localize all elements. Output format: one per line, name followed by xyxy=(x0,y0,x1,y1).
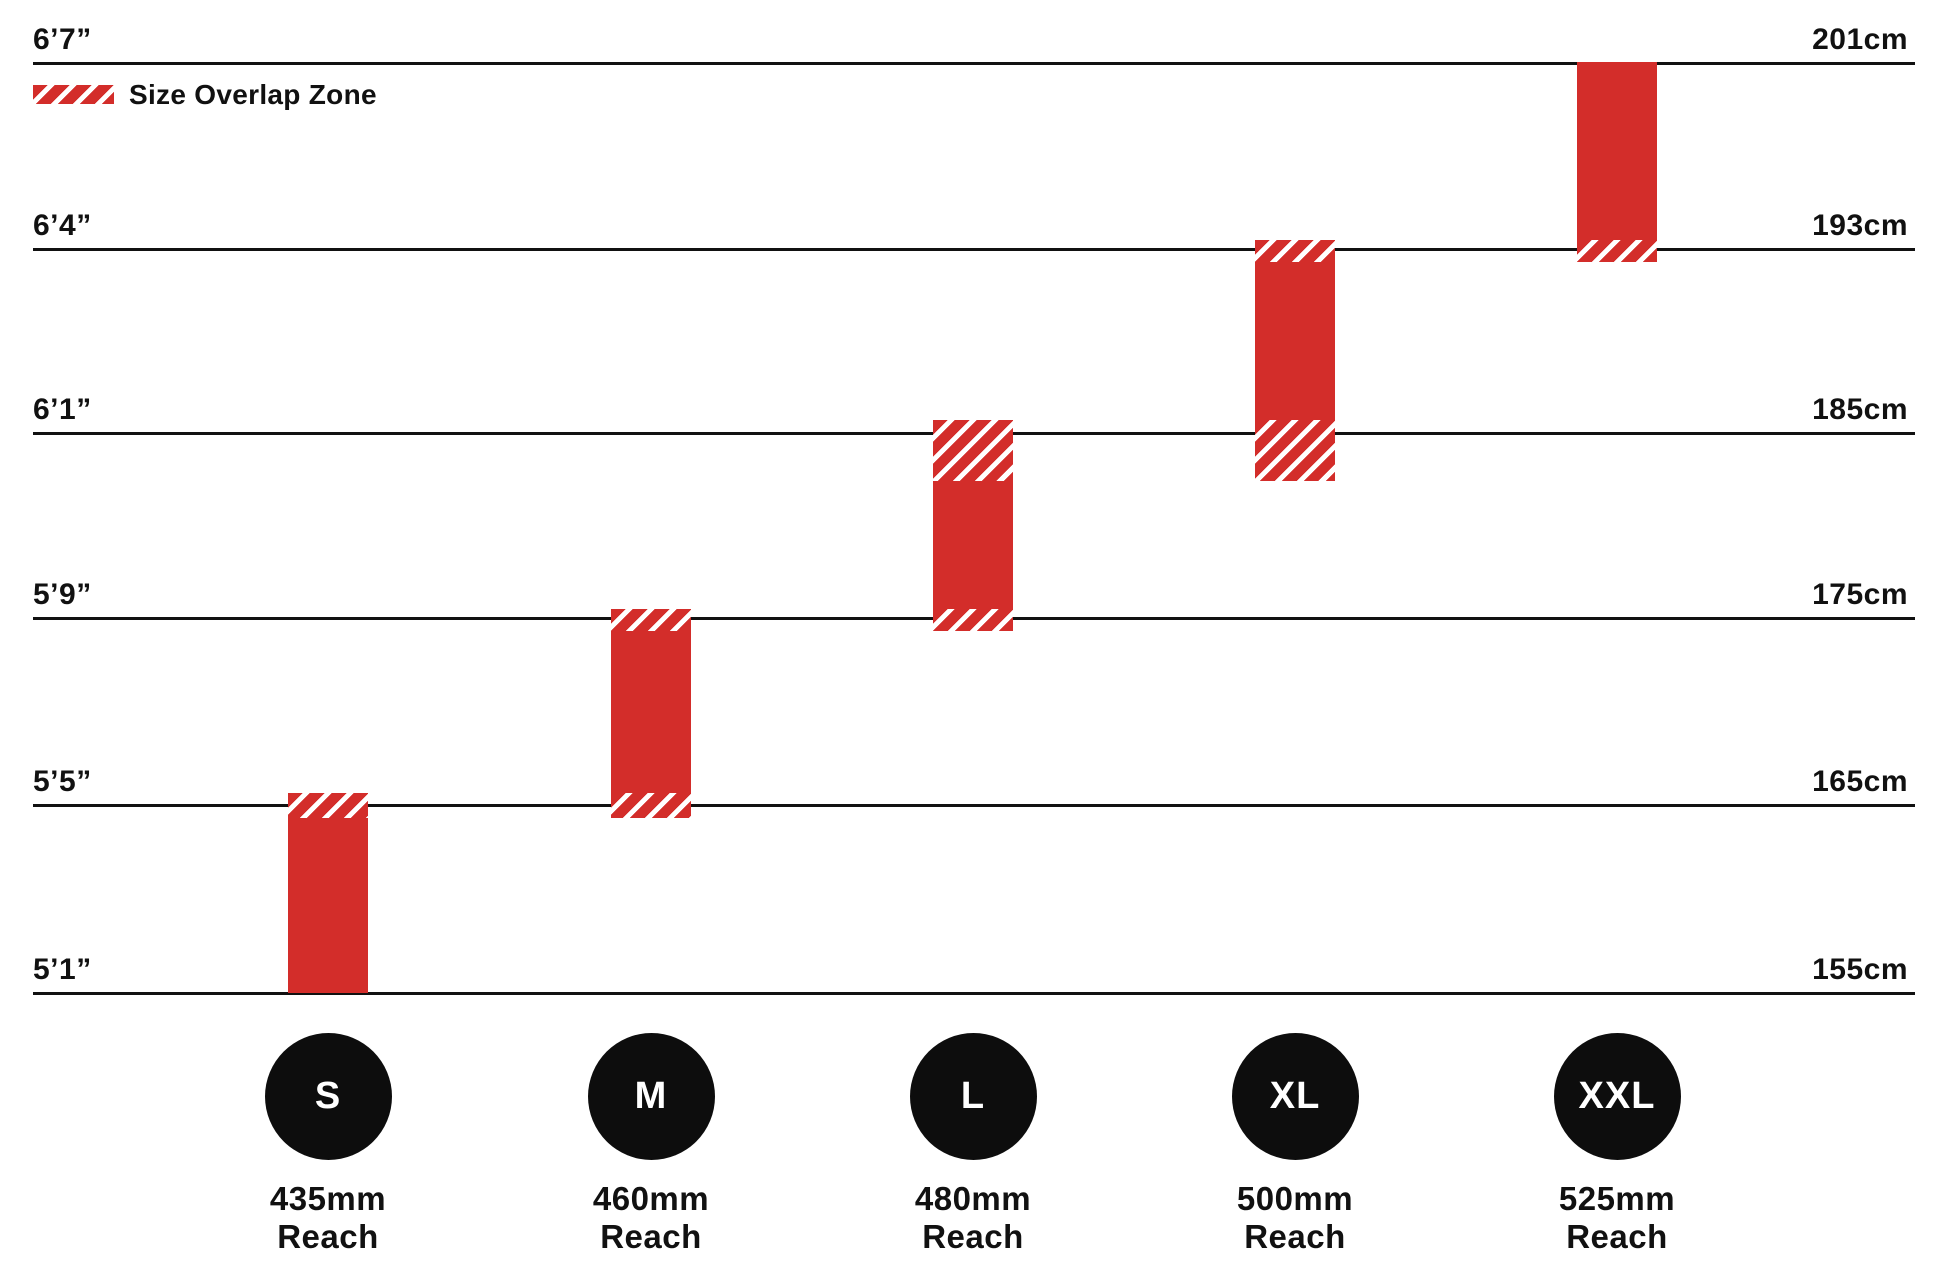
reach-word: Reach xyxy=(1566,1218,1668,1255)
gridline-165cm xyxy=(33,804,1915,807)
height-label-cm-155: 155cm xyxy=(1812,953,1908,986)
gridline-201cm xyxy=(33,62,1915,65)
overlap-zone-XL-bottom xyxy=(1255,420,1335,481)
size-bar-XL-solid xyxy=(1255,262,1335,420)
size-badge-label: S xyxy=(314,1074,342,1117)
height-label-ftin-201: 6’7” xyxy=(33,23,92,56)
reach-label-XXL: 525mm Reach xyxy=(1467,1180,1767,1256)
height-label-cm-185: 185cm xyxy=(1812,393,1908,426)
size-badge-M: M xyxy=(587,1032,715,1160)
size-badge-S: S xyxy=(264,1032,392,1160)
gridline-155cm xyxy=(33,992,1915,995)
reach-word: Reach xyxy=(922,1218,1024,1255)
size-bar-M xyxy=(611,609,691,818)
size-bar-L-solid xyxy=(933,481,1013,609)
size-badge-label: XL xyxy=(1269,1074,1321,1117)
reach-value: 480mm xyxy=(914,1180,1032,1217)
height-label-ftin-165: 5’5” xyxy=(33,765,92,798)
reach-value: 435mm xyxy=(269,1180,387,1217)
overlap-zone-L-top xyxy=(933,420,1013,481)
reach-value: 525mm xyxy=(1558,1180,1676,1217)
size-bar-XL xyxy=(1255,240,1335,481)
size-badge-label: L xyxy=(960,1074,986,1117)
size-badge-L: L xyxy=(909,1032,1037,1160)
gridline-193cm xyxy=(33,248,1915,251)
size-bar-XXL xyxy=(1577,62,1657,262)
height-label-cm-175: 175cm xyxy=(1812,578,1908,611)
overlap-zone-M-bottom xyxy=(611,793,691,818)
size-badge-label: M xyxy=(634,1074,668,1117)
size-bar-S-solid xyxy=(288,818,368,993)
size-bar-XXL-solid xyxy=(1577,62,1657,240)
height-label-ftin-175: 5’9” xyxy=(33,578,92,611)
overlap-zone-XL-top xyxy=(1255,240,1335,262)
size-badge-XXL: XXL xyxy=(1553,1032,1681,1160)
reach-word: Reach xyxy=(1244,1218,1346,1255)
reach-label-S: 435mm Reach xyxy=(178,1180,478,1256)
height-label-cm-193: 193cm xyxy=(1812,209,1908,242)
reach-label-XL: 500mm Reach xyxy=(1145,1180,1445,1256)
height-label-ftin-155: 5’1” xyxy=(33,953,92,986)
reach-word: Reach xyxy=(600,1218,702,1255)
size-bar-L xyxy=(933,420,1013,631)
overlap-zone-M-top xyxy=(611,609,691,631)
legend: Size Overlap Zone xyxy=(33,79,377,110)
size-badge-label: XXL xyxy=(1578,1074,1656,1117)
overlap-zone-L-bottom xyxy=(933,609,1013,631)
overlap-zone-S-top xyxy=(288,793,368,818)
size-bar-S xyxy=(288,793,368,993)
reach-label-L: 480mm Reach xyxy=(823,1180,1123,1256)
overlap-zone-hatch-swatch xyxy=(33,85,114,104)
height-label-ftin-193: 6’4” xyxy=(33,209,92,242)
legend-label: Size Overlap Zone xyxy=(129,79,377,110)
reach-value: 500mm xyxy=(1236,1180,1354,1217)
reach-word: Reach xyxy=(277,1218,379,1255)
size-badge-XL: XL xyxy=(1231,1032,1359,1160)
height-label-cm-165: 165cm xyxy=(1812,765,1908,798)
overlap-zone-XXL-bottom xyxy=(1577,240,1657,262)
height-label-ftin-185: 6’1” xyxy=(33,393,92,426)
reach-label-M: 460mm Reach xyxy=(501,1180,801,1256)
height-label-cm-201: 201cm xyxy=(1812,23,1908,56)
size-bar-M-solid xyxy=(611,631,691,793)
reach-value: 460mm xyxy=(592,1180,710,1217)
